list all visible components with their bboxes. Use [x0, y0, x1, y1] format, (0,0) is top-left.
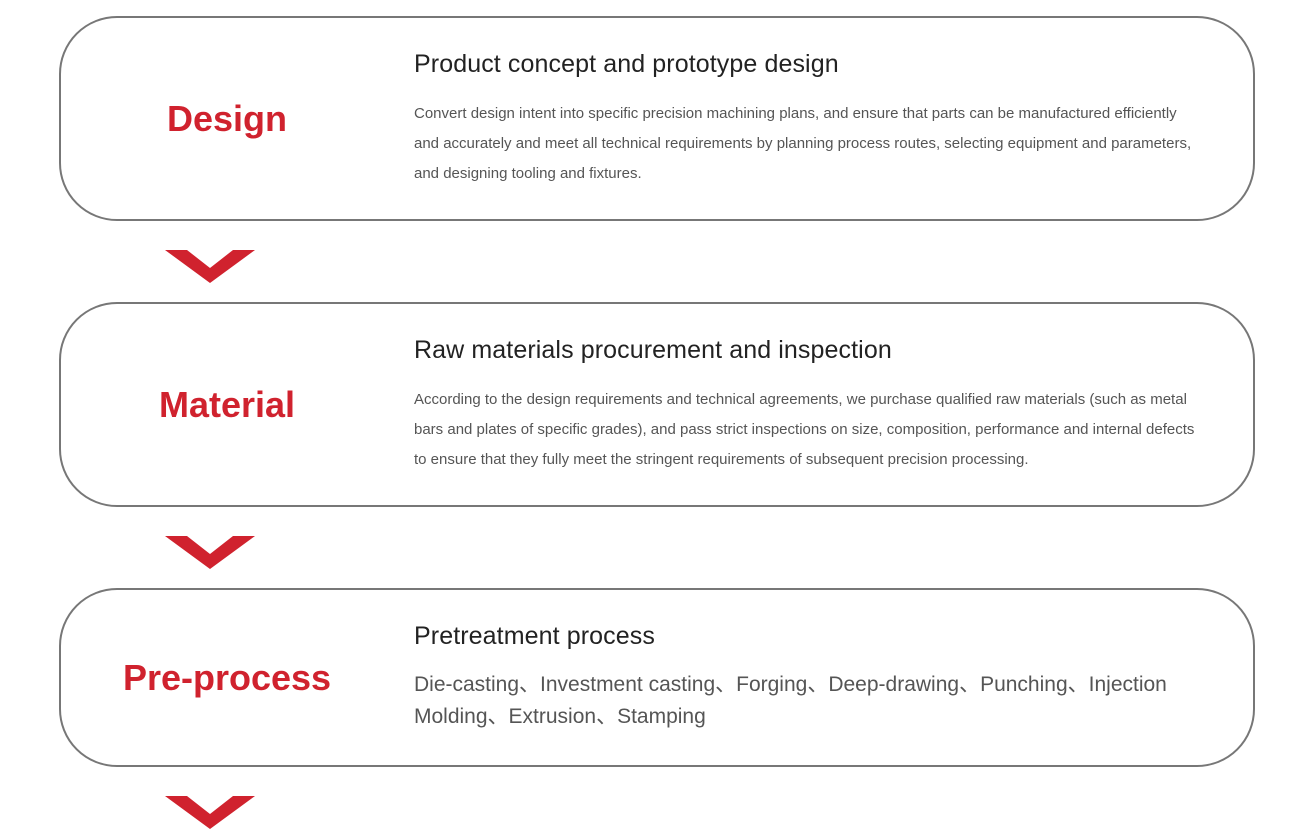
step-title: Product concept and prototype design: [414, 50, 839, 78]
step-label: Material: [158, 383, 296, 425]
chevron-down-icon: [165, 796, 255, 829]
chevron-down-icon: [165, 250, 255, 283]
step-description: Die-casting、Investment casting、Forging、D…: [414, 673, 1167, 728]
step-card-design: Design Product concept and prototype des…: [59, 16, 1255, 221]
step-card-material: Material Raw materials procurement and i…: [59, 302, 1255, 507]
step-title: Pretreatment process: [414, 622, 655, 650]
step-card-pre-process: Pre-process Pretreatment process Die-cas…: [59, 588, 1255, 767]
chevron-down-icon: [165, 536, 255, 569]
step-label: Design: [166, 97, 288, 139]
step-description: According to the design requirements and…: [414, 391, 1195, 468]
step-label: Pre-process: [122, 656, 332, 698]
step-description: Convert design intent into specific prec…: [414, 105, 1192, 182]
step-title: Raw materials procurement and inspection: [414, 336, 892, 364]
